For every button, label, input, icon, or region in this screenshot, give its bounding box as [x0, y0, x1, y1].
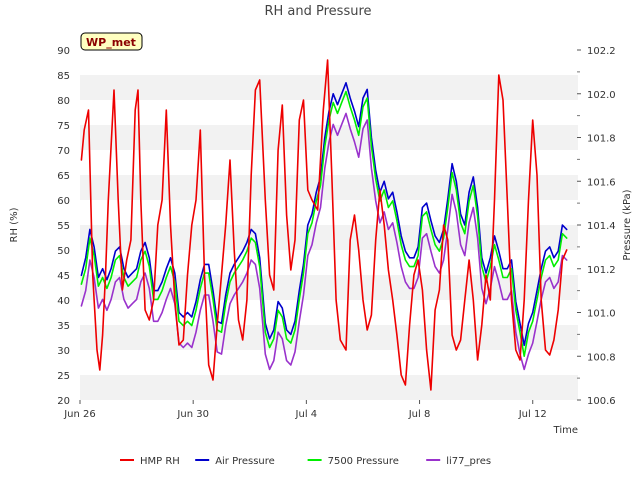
right-tick-label: 100.6 — [587, 396, 616, 407]
grid-band — [80, 175, 578, 200]
left-tick-label: 20 — [57, 396, 70, 407]
left-tick-label: 45 — [57, 271, 70, 282]
legend-label: li77_pres — [446, 456, 491, 467]
site-tag-box — [80, 32, 143, 51]
left-tick-label: 30 — [57, 346, 70, 357]
legend-label: 7500 Pressure — [328, 456, 399, 467]
x-tick-label: Jun 30 — [176, 409, 209, 420]
left-tick-label: 80 — [57, 96, 70, 107]
grid-band — [80, 225, 578, 250]
left-axis-title: RH (%) — [9, 207, 20, 242]
left-tick-label: 35 — [57, 321, 70, 332]
left-tick-label: 75 — [57, 121, 70, 132]
right-axis-title: Pressure (kPa) — [622, 189, 633, 260]
series-line-air-pressure — [80, 82, 568, 347]
left-tick-label: 25 — [57, 371, 70, 382]
x-axis-title: Time — [553, 425, 578, 436]
series-line-li77-pres — [80, 112, 568, 371]
left-tick-label: 60 — [57, 196, 70, 207]
left-tick-label: 85 — [57, 71, 70, 82]
chart-title: RH and Pressure — [264, 4, 371, 19]
series-lines — [80, 59, 568, 391]
x-axis: Jun 26 Jun 30 Jul 4 Jul 8 Jul 12 — [63, 400, 547, 420]
right-tick-label: 101.0 — [587, 309, 616, 320]
left-tick-label: 70 — [57, 146, 70, 157]
site-tag-label: WP_met — [86, 36, 136, 49]
x-tick-label: Jul 12 — [518, 409, 547, 420]
legend: HMP RH Air Pressure 7500 Pressure li77_pres — [120, 456, 491, 467]
right-tick-label: 102.2 — [587, 46, 616, 57]
right-y-axis: 100.6 100.8 101.0 101.2 101.4 101.6 101.8 102.0… — [577, 46, 616, 407]
grid-band — [80, 325, 578, 350]
site-tag: WP_met — [80, 32, 143, 51]
right-tick-label: 100.8 — [587, 352, 616, 363]
left-y-axis: 20 25 30 35 40 45 50 55 60 65 70 75 80 85 90 — [57, 46, 70, 407]
left-tick-label: 55 — [57, 221, 70, 232]
left-tick-label: 40 — [57, 296, 70, 307]
right-tick-label: 101.4 — [587, 221, 616, 232]
x-tick-label: Jun 26 — [63, 409, 96, 420]
x-tick-label: Jul 4 — [295, 409, 318, 420]
left-tick-label: 50 — [57, 246, 70, 257]
right-tick-label: 101.6 — [587, 177, 616, 188]
left-tick-label: 90 — [57, 46, 70, 57]
legend-label: HMP RH — [140, 456, 180, 467]
left-tick-label: 65 — [57, 171, 70, 182]
right-tick-label: 101.2 — [587, 265, 616, 276]
x-tick-label: Jul 8 — [408, 409, 431, 420]
series-line-hmp-rh — [80, 59, 568, 391]
grid-band — [80, 375, 578, 400]
right-tick-label: 101.8 — [587, 134, 616, 145]
legend-label: Air Pressure — [215, 456, 275, 467]
right-tick-label: 102.0 — [587, 90, 616, 101]
